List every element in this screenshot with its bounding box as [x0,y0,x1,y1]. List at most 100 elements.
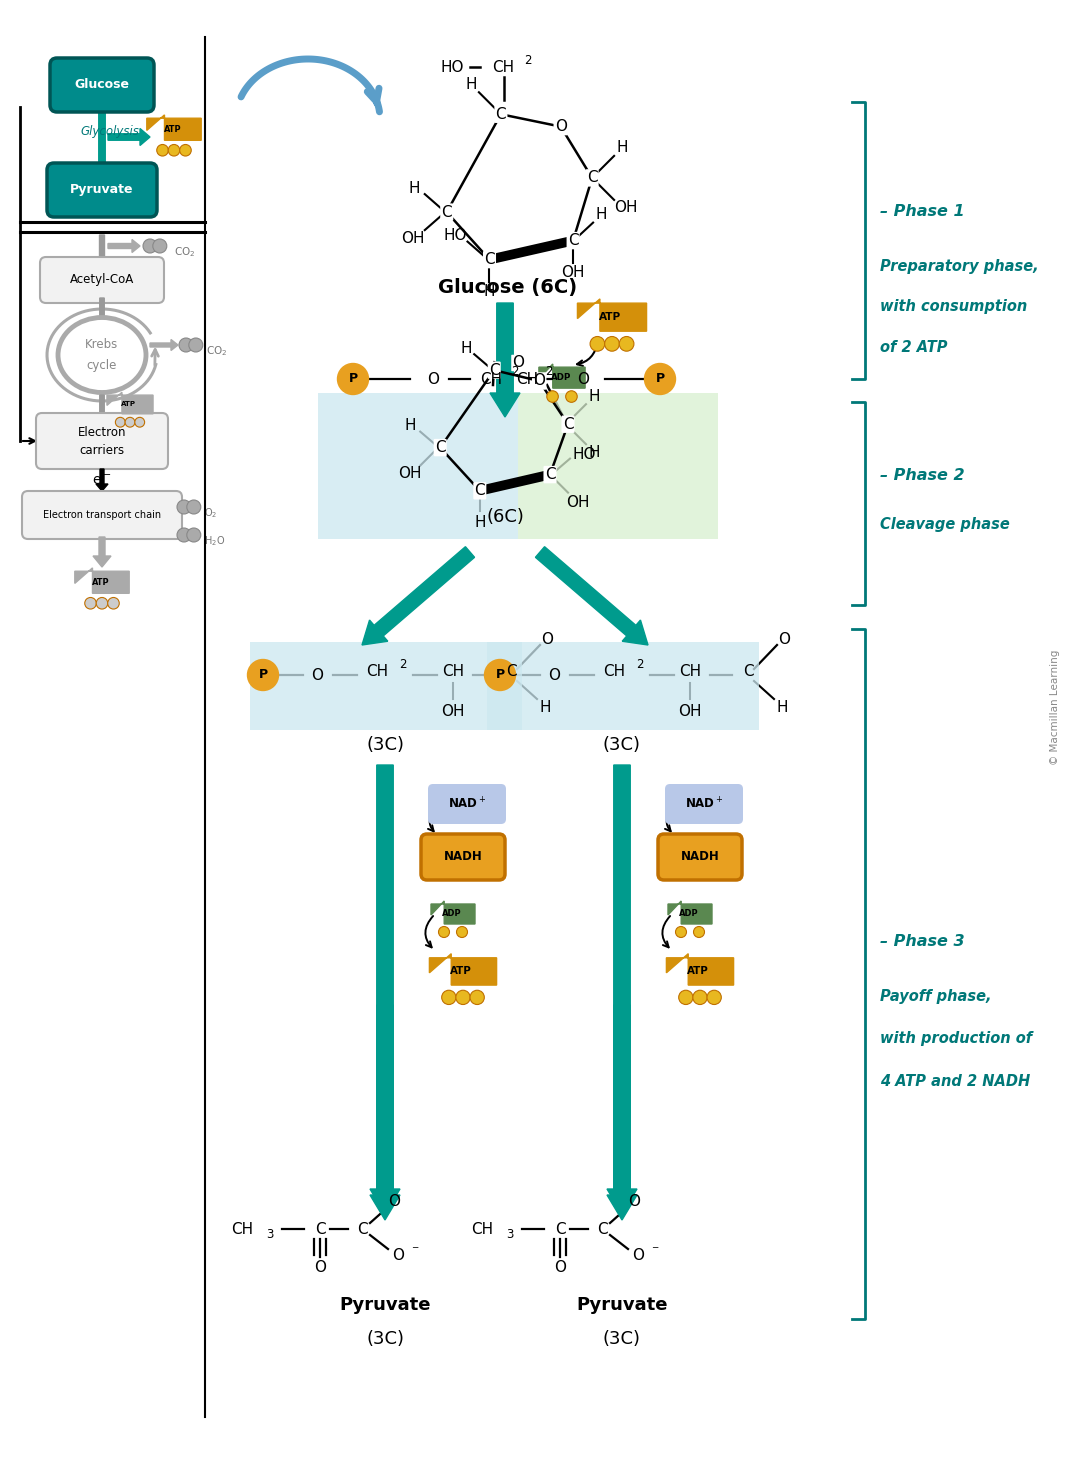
Text: OH: OH [441,704,465,718]
Circle shape [619,337,634,351]
Text: O: O [427,372,439,386]
Polygon shape [431,900,475,924]
FancyArrow shape [96,235,109,265]
Text: (6C): (6C) [487,508,523,526]
Circle shape [693,991,707,1004]
Text: H: H [404,418,416,433]
Text: NAD$^+$: NAD$^+$ [685,797,723,812]
Circle shape [189,338,203,353]
Text: HO: HO [444,229,467,243]
FancyArrow shape [490,303,520,417]
Text: (3C): (3C) [603,736,641,755]
FancyArrow shape [370,765,400,1214]
Text: H: H [540,699,551,714]
Text: P: P [656,373,665,386]
Text: $^-$: $^-$ [649,1244,660,1257]
Text: O: O [512,356,525,370]
Text: Electron: Electron [78,427,126,440]
Text: CO$_2$: CO$_2$ [174,245,195,259]
Text: 2: 2 [525,54,532,67]
Text: O: O [628,1193,640,1208]
Text: O: O [311,667,323,682]
FancyBboxPatch shape [22,491,182,539]
Circle shape [566,390,578,402]
Text: Acetyl-CoA: Acetyl-CoA [70,274,135,287]
Text: H: H [409,181,420,195]
Text: cycle: cycle [87,358,117,372]
Circle shape [108,597,119,609]
FancyArrow shape [607,765,637,1214]
Text: (3C): (3C) [366,1330,404,1348]
Text: H: H [475,516,485,530]
Circle shape [85,597,97,609]
Circle shape [177,527,191,542]
Text: ATP: ATP [450,966,471,976]
Polygon shape [75,568,129,593]
Circle shape [115,417,125,427]
FancyBboxPatch shape [665,784,743,825]
Text: O: O [577,372,589,386]
Text: C: C [545,468,555,482]
Text: OH: OH [679,704,702,718]
Polygon shape [668,900,712,924]
FancyBboxPatch shape [428,784,506,825]
Text: 3: 3 [506,1228,514,1241]
FancyArrow shape [93,106,111,175]
Text: Glucose: Glucose [75,79,129,92]
FancyArrow shape [108,128,150,146]
Text: with consumption: with consumption [880,300,1027,315]
Text: Cleavage phase: Cleavage phase [880,517,1010,532]
Text: Glucose (6C): Glucose (6C) [439,277,578,297]
Text: C: C [484,252,495,267]
Text: © Macmillan Learning: © Macmillan Learning [1050,650,1060,765]
Text: P: P [349,373,357,386]
Text: O: O [314,1259,326,1275]
Text: C: C [555,1221,566,1237]
Text: P: P [258,669,267,682]
FancyBboxPatch shape [658,833,742,880]
Text: 3: 3 [266,1228,274,1241]
Bar [487,643,759,730]
Circle shape [484,660,516,691]
Text: carriers: carriers [79,444,125,457]
Polygon shape [106,392,153,414]
Polygon shape [667,954,734,985]
Circle shape [153,239,167,254]
Text: H: H [595,207,607,221]
Text: O: O [555,119,567,134]
Circle shape [694,927,705,937]
Text: H: H [589,444,599,460]
Text: ATP: ATP [121,402,136,408]
Text: C: C [356,1221,367,1237]
Text: ADP: ADP [442,909,462,918]
Circle shape [97,597,108,609]
Text: O$_2$: O$_2$ [204,506,217,520]
FancyBboxPatch shape [40,256,164,303]
Text: O: O [554,1259,566,1275]
Bar [250,643,522,730]
Text: OH: OH [401,230,425,246]
Text: 2: 2 [400,659,407,672]
Circle shape [179,144,191,156]
Bar [318,393,518,539]
Text: Payoff phase,: Payoff phase, [880,989,992,1004]
Text: CH: CH [492,60,514,74]
Text: C: C [441,204,452,220]
Text: O: O [533,373,545,389]
Text: HO: HO [440,60,464,74]
Text: C: C [506,663,516,679]
Text: C: C [434,440,445,455]
FancyArrow shape [535,546,648,645]
Circle shape [644,363,675,395]
Text: CH: CH [480,372,502,386]
FancyBboxPatch shape [47,163,157,217]
Circle shape [456,991,470,1004]
Text: NADH: NADH [681,851,719,864]
Text: CH: CH [231,1221,253,1237]
Circle shape [248,660,278,691]
FancyBboxPatch shape [36,412,168,469]
Circle shape [442,991,456,1004]
Text: H: H [465,77,477,92]
FancyArrow shape [108,239,140,252]
Text: Glycolysis: Glycolysis [80,124,139,137]
